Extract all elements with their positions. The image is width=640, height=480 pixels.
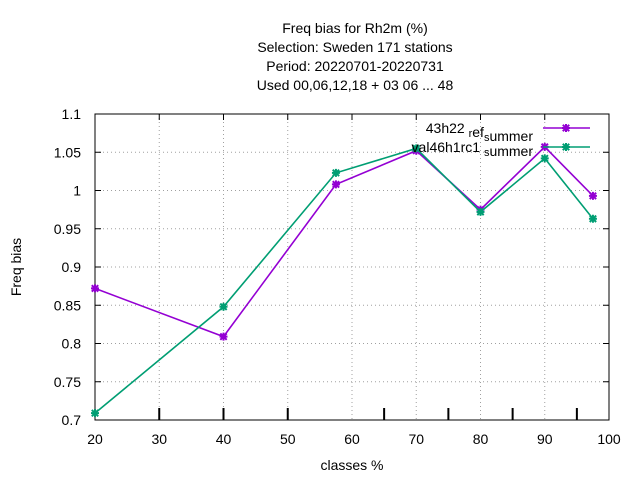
title-line: Freq bias for Rh2m (%): [282, 20, 427, 36]
series-2: [91, 144, 597, 418]
y-tick-label: 0.8: [62, 336, 82, 352]
x-tick-label: 100: [597, 431, 621, 447]
y-tick-label: 0.85: [54, 297, 81, 313]
x-tick-labels: 20 30 40 50 60 70 80 90 100: [87, 431, 621, 447]
data-point: [540, 154, 549, 163]
chart-title: Freq bias for Rh2m (%) Selection: Sweden …: [257, 20, 454, 93]
y-axis-label: Freq bias: [8, 238, 24, 296]
y-tick-label: 1.1: [62, 106, 82, 122]
data-point: [219, 302, 228, 311]
x-tick-label: 80: [473, 431, 489, 447]
data-point: [331, 180, 340, 189]
y-tick-label: 0.9: [62, 259, 82, 275]
legend-label-part: r: [469, 128, 473, 140]
title-line: Selection: Sweden 171 stations: [257, 39, 452, 55]
x-tick-label: 50: [280, 431, 296, 447]
x-tick-label: 60: [344, 431, 360, 447]
series: [91, 142, 597, 418]
x-axis-label: classes %: [320, 457, 383, 473]
data-point: [412, 144, 421, 153]
legend-label-part: ef: [472, 124, 484, 140]
legend-label: val46h1rc1 summer: [412, 139, 534, 159]
legend-label-part: ummer: [489, 128, 533, 144]
series-line: [94, 147, 594, 414]
data-point: [588, 191, 597, 200]
data-point: [588, 214, 597, 223]
series-1: [91, 142, 597, 341]
data-point: [331, 168, 340, 177]
legend-label-part: val46h1rc1: [412, 139, 484, 155]
x-tick-label: 30: [151, 431, 167, 447]
y-tick-label: 1.05: [54, 144, 81, 160]
grid: [95, 114, 609, 420]
legend-label-part: 43h22: [426, 120, 469, 136]
y-tick-label: 0.75: [54, 374, 81, 390]
y-tick-label: 0.95: [54, 221, 81, 237]
x-tick-label: 40: [216, 431, 232, 447]
y-tick-label: 1: [73, 183, 81, 199]
data-point: [91, 409, 99, 418]
title-line: Period: 20220701-20220731: [266, 58, 444, 74]
y-tick-labels: 0.7 0.75 0.8 0.85 0.9 0.95 1 1.05 1.1: [54, 106, 81, 428]
legend-label-part: ummer: [489, 143, 533, 159]
data-point: [219, 332, 228, 341]
legend-label: 43h22 refsummer: [426, 120, 534, 144]
x-tick-label: 90: [537, 431, 553, 447]
legend-marker: [562, 143, 570, 151]
legend-label-part: s: [484, 132, 490, 144]
data-point: [476, 207, 485, 216]
legend-marker: [562, 124, 570, 132]
x-tick-label: 70: [408, 431, 424, 447]
data-point: [91, 284, 99, 293]
series-line: [94, 145, 594, 338]
y-tick-label: 0.7: [62, 412, 82, 428]
x-tick-label: 20: [87, 431, 103, 447]
legend-label-part: s: [484, 147, 490, 159]
title-line: Used 00,06,12,18 + 03 06 ... 48: [257, 77, 454, 93]
axis-ticks: [94, 113, 610, 421]
